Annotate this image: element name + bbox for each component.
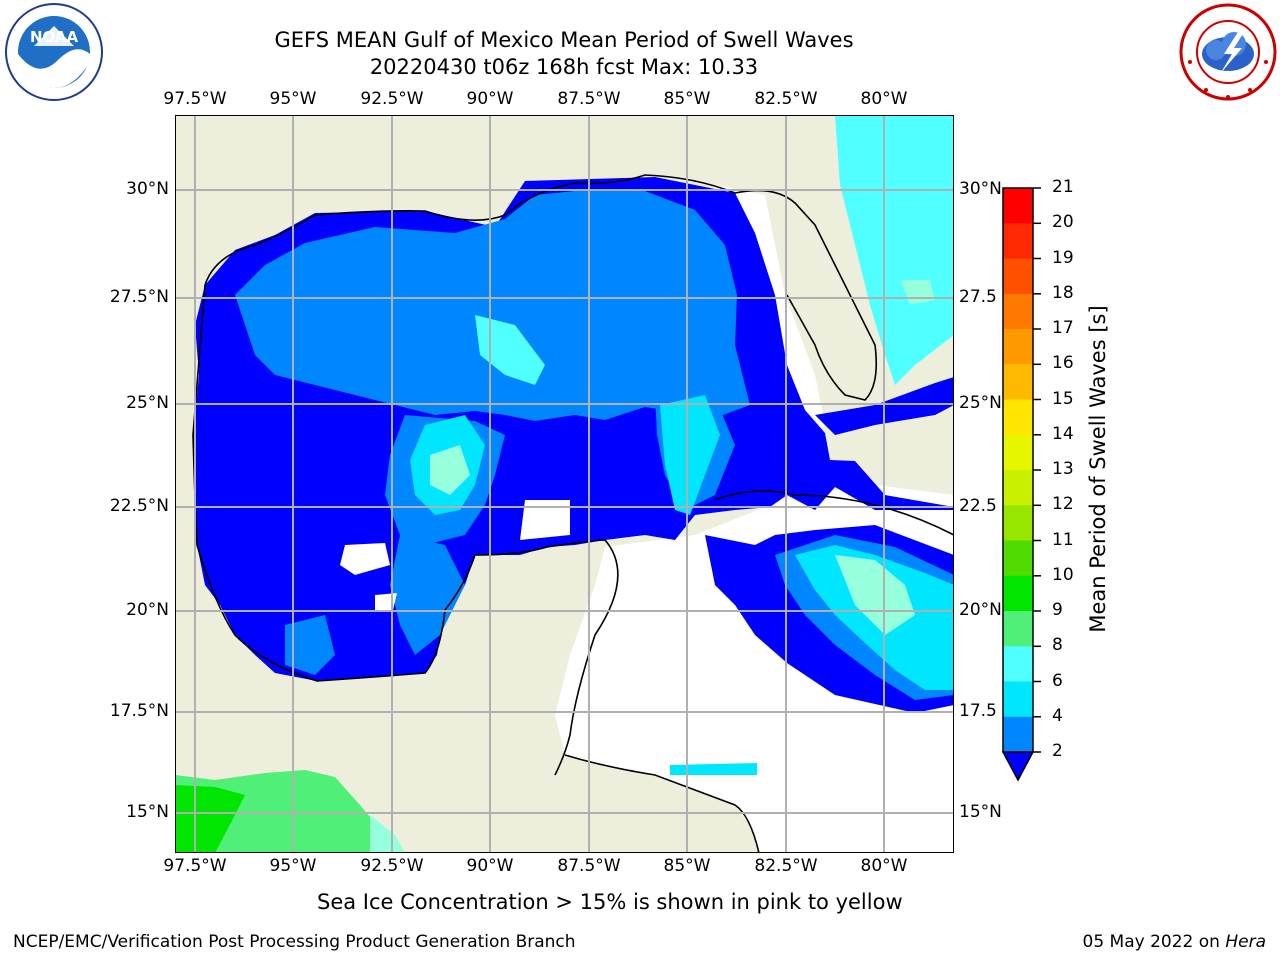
colorbar-cell [1003,470,1033,506]
sea-ice-caption: Sea Ice Concentration > 15% is shown in … [317,890,903,914]
lon-label-top: 97.5°W [163,89,227,109]
colorbar-tick-label: 15 [1052,388,1074,409]
pacific-swell-11-12s [175,785,245,853]
map-subtitle: 20220430 t06z 168h fcst Max: 10.33 [369,55,759,79]
lon-label-bottom: 95°W [269,856,317,876]
lat-label-right: 30°N [959,179,1002,199]
lon-label-bottom: 85°W [663,856,711,876]
lat-label-left: 27.5°N [109,287,169,307]
bay-campeche-hole [340,543,390,575]
honduras-strip-6-8s [670,763,757,775]
colorbar-tick-label: 21 [1052,177,1074,197]
colorbar-cell [1003,540,1033,577]
colorbar-tick-label: 4 [1052,705,1063,726]
colorbar-tick-label: 14 [1052,423,1074,444]
colorbar-tick-label: 20 [1052,212,1074,233]
colorbar-cell [1003,681,1033,718]
coastline [204,174,878,401]
pacific-swell-9-10s [370,815,405,853]
gulf-arm-6-8s [475,315,545,385]
yucatan-north-hole [520,500,570,540]
colorbar-cell [1003,223,1033,260]
lat-label-right: 25°N [959,393,1002,413]
colorbar-tick-label: 6 [1052,670,1063,691]
lon-label-bottom: 80°W [860,856,908,876]
nws-logo-icon [1179,3,1277,101]
gulf-south-4-6s [390,535,465,655]
bay-campeche-4-6s [285,615,335,675]
colorbar-tick-label: 8 [1052,635,1063,656]
colorbar-tick-label: 13 [1052,459,1074,479]
lat-label-right: 15°N [959,802,1002,822]
colorbar-cell [1003,434,1033,471]
lon-label-bottom: 92.5°W [360,856,424,876]
colorbar-label: Mean Period of Swell Waves [s] [1086,305,1110,633]
lat-label-right: 27.5 [959,287,997,307]
colorbar-cell [1003,505,1033,542]
colorbar-cell [1003,646,1033,683]
lat-label-right: 22.5 [959,496,997,516]
florida-atlantic-6-8s [835,115,954,385]
lat-label-left: 17.5°N [109,701,169,721]
gulf-swell-4-6s [235,189,750,421]
noaa-logo-text: NOAA [30,28,79,46]
colorbar-tick-label: 10 [1052,564,1074,585]
colorbar-tick-label: 19 [1052,247,1074,268]
lon-label-top: 82.5°W [754,89,818,109]
colorbar-extend-arrow [1001,751,1035,782]
footer-date: 05 May 2022 on Hera [1083,932,1267,952]
footer-host: Hera [1225,932,1266,952]
lon-label-top: 95°W [269,89,317,109]
lon-label-top: 87.5°W [557,89,621,109]
colorbar-cell [1003,188,1033,224]
lat-label-left: 15°N [126,802,169,822]
graticule [175,115,954,853]
footer-date-text: 05 May 2022 on [1082,932,1226,952]
lon-label-bottom: 90°W [466,856,514,876]
colorbar-cell [1003,329,1033,365]
lon-label-top: 90°W [466,89,514,109]
lat-label-right: 17.5 [959,701,997,721]
footer-credit: NCEP/EMC/Verification Post Processing Pr… [13,932,576,952]
colorbar [1001,187,1041,782]
colorbar-tick-label: 11 [1052,529,1074,550]
colorbar-tick-label: 12 [1052,494,1074,515]
noaa-logo-icon: NOAA [5,3,103,101]
colorbar-tick-label: 17 [1052,318,1074,338]
lat-label-left: 30°N [126,179,169,199]
lat-label-right: 20°N [959,600,1002,620]
lat-label-left: 20°N [126,600,169,620]
central-gulf-8-9s [430,445,470,495]
colorbar-cell [1003,399,1033,436]
caribbean-8-9s [835,555,915,635]
yucatan-channel-6-8s [660,395,720,515]
colorbar-cell [1003,716,1033,753]
colorbar-cell [1003,293,1033,330]
colorbar-tick-label: 9 [1052,600,1063,620]
lon-label-top: 85°W [663,89,711,109]
lat-label-left: 25°N [126,393,169,413]
map-panel [175,115,954,853]
colorbar-cell [1003,258,1033,295]
lat-label-left: 22.5°N [109,496,169,516]
pacific-swell-10-12s [175,770,395,853]
colorbar-tick-label: 2 [1052,741,1063,761]
lon-label-bottom: 82.5°W [754,856,818,876]
lon-label-top: 92.5°W [360,89,424,109]
colorbar-tick-label: 18 [1052,282,1074,303]
colorbar-cell [1003,575,1033,612]
lon-label-bottom: 97.5°W [163,856,227,876]
map-title: GEFS MEAN Gulf of Mexico Mean Period of … [274,28,854,52]
lon-label-bottom: 87.5°W [557,856,621,876]
colorbar-tick-label: 16 [1052,353,1074,374]
colorbar-cell [1003,364,1033,401]
colorbar-cell [1003,611,1033,647]
lon-label-top: 80°W [860,89,908,109]
